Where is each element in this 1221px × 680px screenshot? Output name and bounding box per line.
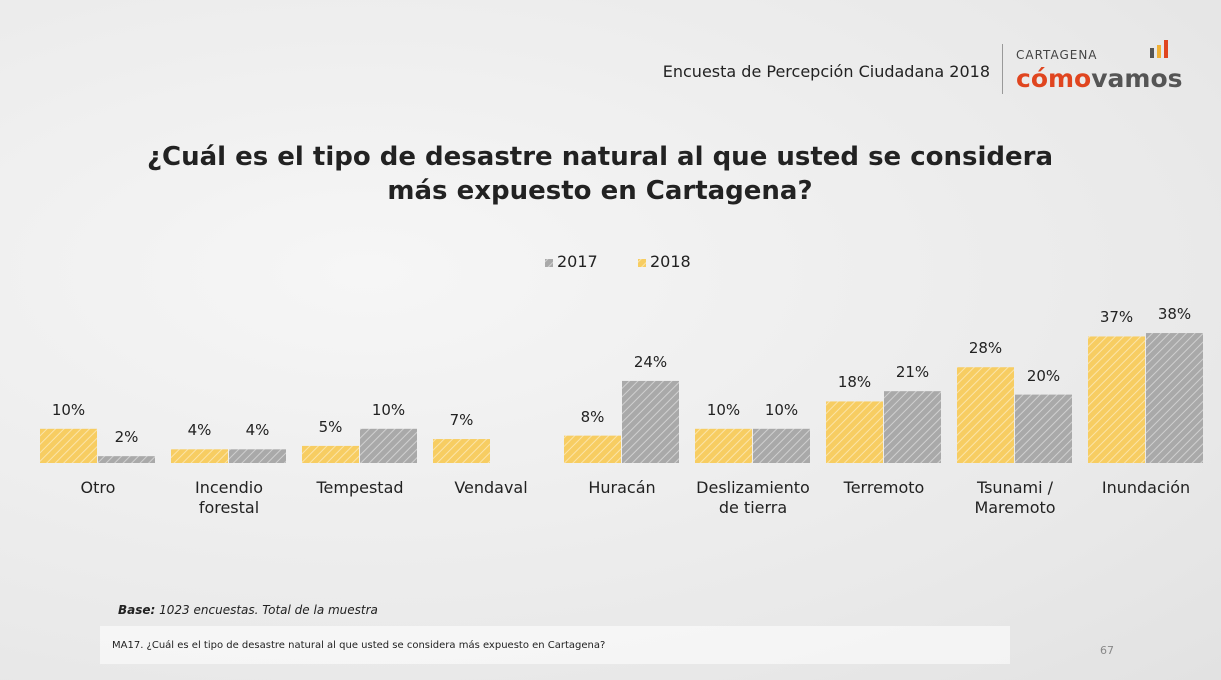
survey-name: Encuesta de Percepción Ciudadana 2018 <box>662 62 990 81</box>
bar <box>1088 336 1145 463</box>
x-tick-label: Vendaval <box>454 478 528 497</box>
legend-label: 2017 <box>557 252 598 271</box>
x-tick-label: Otro <box>80 478 116 497</box>
bar <box>622 380 679 463</box>
value-label: 21% <box>895 363 930 382</box>
bar <box>1015 394 1072 463</box>
logo-b: vamos <box>1091 64 1183 93</box>
x-tick-label: Incendio forestal <box>194 478 264 517</box>
bar <box>884 391 941 463</box>
value-label: 10% <box>371 400 406 419</box>
value-label: 28% <box>968 339 1003 358</box>
question-note: MA17. ¿Cuál es el tipo de desastre natur… <box>112 640 606 651</box>
value-label: 10% <box>706 400 741 419</box>
bar <box>229 449 286 463</box>
bar <box>171 449 228 463</box>
value-label: 8% <box>580 407 605 426</box>
value-label: 7% <box>449 411 474 430</box>
page-number: 67 <box>1100 644 1114 657</box>
logo: cómovamos <box>1016 64 1183 93</box>
logo-top: CARTAGENA <box>1016 48 1098 62</box>
divider <box>1002 44 1003 94</box>
base-note: Base: 1023 encuestas. Total de la muestr… <box>118 603 378 617</box>
bar <box>433 439 490 463</box>
base-label: Base: <box>118 603 156 617</box>
x-tick-label: Inundación <box>1101 478 1191 497</box>
value-label: 38% <box>1157 305 1192 324</box>
footer-box <box>100 626 1010 664</box>
bar <box>695 428 752 463</box>
value-label: 10% <box>764 400 799 419</box>
legend-label: 2018 <box>650 252 691 271</box>
value-label: 2% <box>114 428 139 447</box>
bar <box>98 456 155 463</box>
legend-swatch <box>638 259 646 267</box>
value-label: 37% <box>1099 308 1134 327</box>
legend-swatch <box>545 259 553 267</box>
x-tick-label: Tempestad <box>316 478 404 497</box>
bar <box>753 428 810 463</box>
base-text: 1023 encuestas. Total de la muestra <box>159 603 378 617</box>
bar <box>957 367 1014 463</box>
bar <box>564 435 621 463</box>
value-label: 18% <box>837 373 872 392</box>
bar <box>360 428 417 463</box>
value-label: 4% <box>245 421 270 440</box>
chart-title: ¿Cuál es el tipo de desastre natural al … <box>146 142 1054 206</box>
bar <box>826 401 883 463</box>
value-label: 24% <box>633 352 668 371</box>
logo-icon <box>1150 40 1180 58</box>
value-label: 4% <box>187 421 212 440</box>
bar <box>302 445 359 463</box>
x-tick-label: Huracán <box>588 478 656 497</box>
value-label: 5% <box>318 417 343 436</box>
x-tick-label: Tsunami / Maremoto <box>974 478 1056 517</box>
x-tick-label: Terremoto <box>843 478 925 497</box>
x-tick-label: Deslizamiento de tierra <box>696 478 810 517</box>
value-label: 20% <box>1026 366 1061 385</box>
bar <box>1146 333 1203 463</box>
value-label: 10% <box>51 400 86 419</box>
bar <box>40 428 97 463</box>
logo-a: cómo <box>1016 64 1092 93</box>
